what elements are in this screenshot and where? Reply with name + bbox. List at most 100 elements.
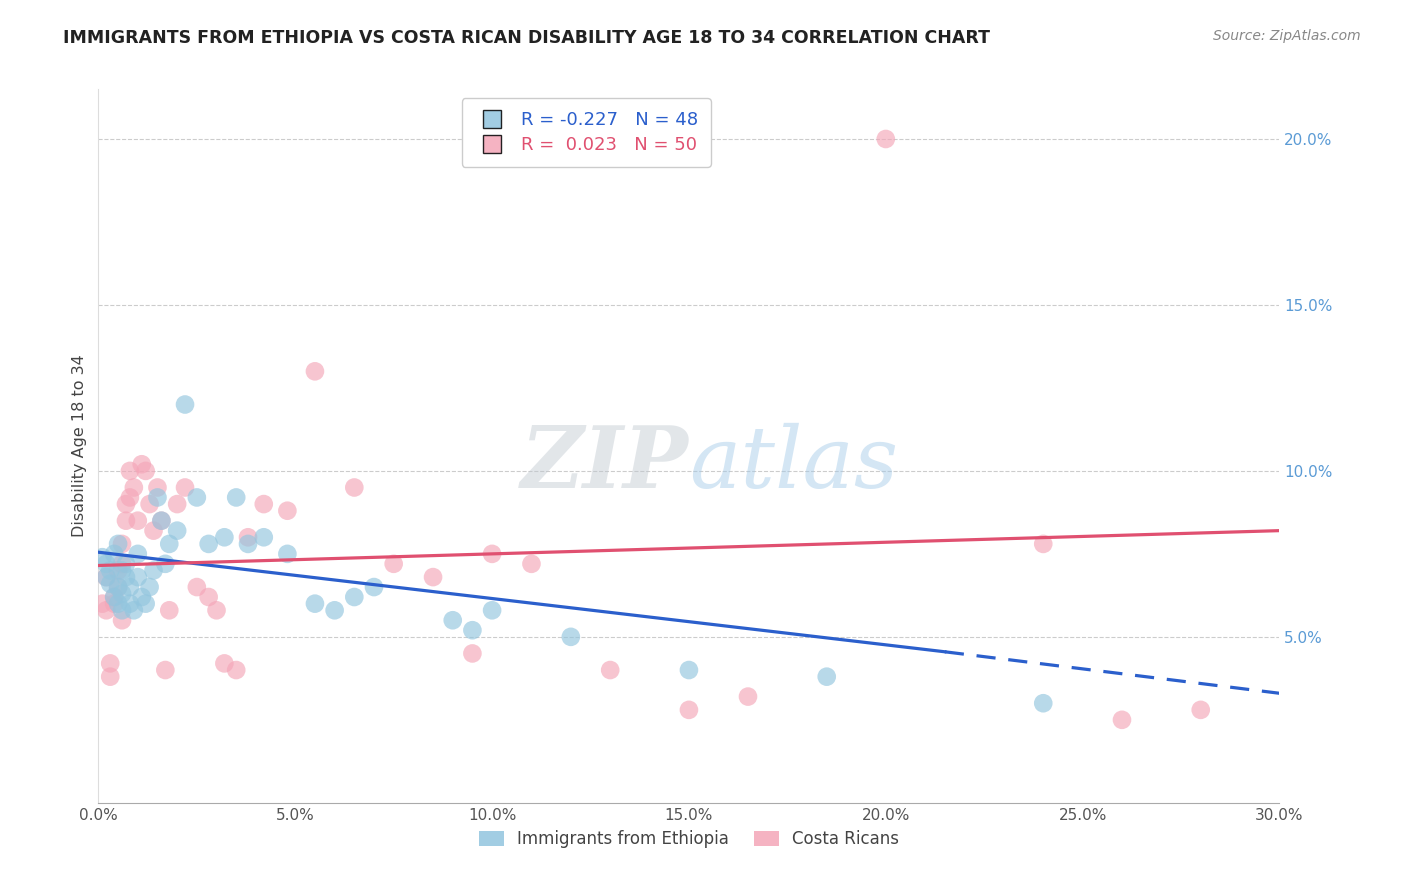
Point <box>481 603 503 617</box>
Point <box>1189 703 1212 717</box>
Point <box>122 603 145 617</box>
Point <box>197 537 219 551</box>
Point <box>118 580 141 594</box>
Point <box>1032 537 1054 551</box>
Point <box>98 657 121 671</box>
Point <box>343 590 366 604</box>
Point <box>103 590 125 604</box>
Point <box>382 557 405 571</box>
Point <box>111 557 134 571</box>
Point <box>107 564 129 578</box>
Point <box>599 663 621 677</box>
Point <box>560 630 582 644</box>
Point <box>678 703 700 717</box>
Point <box>115 570 138 584</box>
Point <box>111 537 134 551</box>
Point <box>135 464 157 478</box>
Y-axis label: Disability Age 18 to 34: Disability Age 18 to 34 <box>72 355 87 537</box>
Point <box>115 514 138 528</box>
Legend: Immigrants from Ethiopia, Costa Ricans: Immigrants from Ethiopia, Costa Ricans <box>472 824 905 855</box>
Point <box>131 590 153 604</box>
Point <box>1111 713 1133 727</box>
Text: ZIP: ZIP <box>522 422 689 506</box>
Point <box>253 497 276 511</box>
Point <box>115 557 138 571</box>
Point <box>363 580 385 594</box>
Point <box>146 481 169 495</box>
Point <box>481 547 503 561</box>
Point <box>214 657 236 671</box>
Point <box>98 576 121 591</box>
Point <box>150 514 173 528</box>
Point <box>236 537 259 551</box>
Point <box>103 590 125 604</box>
Point <box>236 530 259 544</box>
Point <box>118 491 141 505</box>
Point <box>107 597 129 611</box>
Point <box>304 597 326 611</box>
Point <box>150 514 173 528</box>
Point <box>96 570 118 584</box>
Point <box>98 670 121 684</box>
Point <box>166 497 188 511</box>
Point <box>276 547 298 561</box>
Point <box>157 603 180 617</box>
Point <box>276 504 298 518</box>
Point <box>875 132 897 146</box>
Point <box>98 564 121 578</box>
Point <box>155 663 177 677</box>
Point <box>678 663 700 677</box>
Point <box>174 397 197 411</box>
Point <box>142 524 165 538</box>
Point <box>157 537 180 551</box>
Point <box>115 497 138 511</box>
Point <box>127 514 149 528</box>
Point <box>166 524 188 538</box>
Point <box>146 491 169 505</box>
Point <box>118 597 141 611</box>
Text: Source: ZipAtlas.com: Source: ZipAtlas.com <box>1213 29 1361 43</box>
Point <box>96 570 118 584</box>
Point <box>135 597 157 611</box>
Point <box>186 491 208 505</box>
Point <box>138 497 160 511</box>
Point <box>131 457 153 471</box>
Point <box>520 557 543 571</box>
Point <box>186 580 208 594</box>
Point <box>107 580 129 594</box>
Text: IMMIGRANTS FROM ETHIOPIA VS COSTA RICAN DISABILITY AGE 18 TO 34 CORRELATION CHAR: IMMIGRANTS FROM ETHIOPIA VS COSTA RICAN … <box>63 29 990 46</box>
Point <box>142 564 165 578</box>
Point <box>214 530 236 544</box>
Point <box>461 624 484 638</box>
Point <box>225 663 247 677</box>
Point <box>103 597 125 611</box>
Point <box>91 597 114 611</box>
Point <box>111 587 134 601</box>
Point <box>111 564 134 578</box>
Point <box>1032 696 1054 710</box>
Point <box>441 613 464 627</box>
Point <box>111 613 134 627</box>
Point <box>91 550 114 565</box>
Point <box>155 557 177 571</box>
Point <box>253 530 276 544</box>
Point <box>127 570 149 584</box>
Point <box>127 547 149 561</box>
Point <box>107 537 129 551</box>
Point <box>174 481 197 495</box>
Point <box>422 570 444 584</box>
Point <box>737 690 759 704</box>
Point <box>205 603 228 617</box>
Point <box>107 580 129 594</box>
Text: atlas: atlas <box>689 423 898 505</box>
Point <box>323 603 346 617</box>
Point <box>118 464 141 478</box>
Point <box>197 590 219 604</box>
Point <box>225 491 247 505</box>
Point <box>103 547 125 561</box>
Point <box>304 364 326 378</box>
Point <box>122 481 145 495</box>
Point <box>111 603 134 617</box>
Point <box>138 580 160 594</box>
Point <box>96 557 118 571</box>
